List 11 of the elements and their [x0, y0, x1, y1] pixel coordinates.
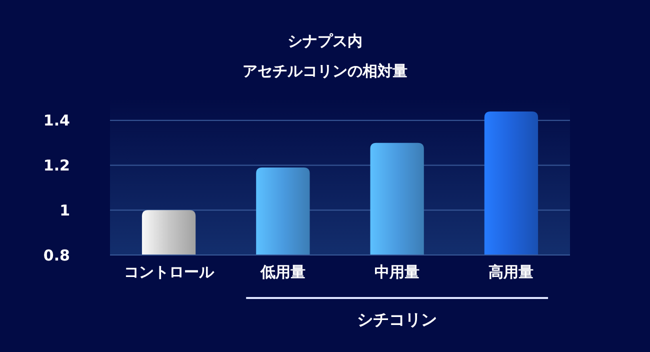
y-tick-label: 0.8 [43, 246, 70, 264]
chart-subtitle: アセチルコリンの相対量 [242, 62, 408, 80]
x-tick-label: 高用量 [488, 263, 534, 281]
chart-title: シナプス内 [288, 32, 362, 50]
x-axis-title: シチコリン [357, 310, 438, 329]
x-tick-label: 低用量 [259, 263, 306, 281]
y-tick-label: 1 [60, 201, 70, 220]
x-tick-label: 中用量 [374, 263, 420, 281]
y-tick-label: 1.2 [43, 156, 70, 175]
y-tick-label: 1.4 [43, 112, 70, 130]
x-tick-label: コントロール [124, 263, 215, 281]
